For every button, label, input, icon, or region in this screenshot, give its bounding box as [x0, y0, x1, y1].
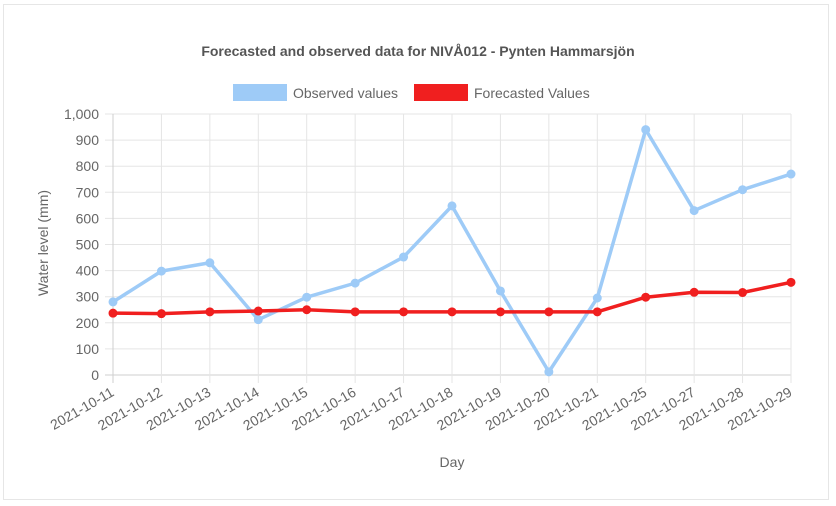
data-point-observed — [205, 258, 215, 268]
data-point-forecasted — [350, 307, 360, 317]
legend-swatch-forecasted — [414, 84, 468, 101]
series-layer — [108, 125, 796, 377]
data-point-observed — [641, 125, 651, 135]
data-point-observed — [544, 367, 554, 377]
chart-title: Forecasted and observed data for NIVÅ012… — [201, 43, 634, 59]
y-tick-label: 900 — [76, 132, 100, 148]
data-point-observed — [592, 293, 602, 303]
y-tick-label: 700 — [76, 184, 100, 200]
legend-label-observed: Observed values — [293, 85, 398, 101]
data-point-forecasted — [689, 287, 699, 297]
legend-item-observed[interactable]: Observed values — [233, 84, 398, 101]
legend[interactable]: Observed values Forecasted Values — [233, 84, 590, 101]
y-tick-label: 500 — [76, 237, 100, 253]
data-point-forecasted — [156, 309, 166, 319]
y-tick-label: 100 — [76, 341, 100, 357]
legend-label-forecasted: Forecasted Values — [474, 85, 590, 101]
y-axis-label: Water level (mm) — [35, 190, 51, 296]
y-axis-ticks: 0 100 200 300 400 500 600 700 800 900 1,000 — [64, 106, 99, 383]
x-axis-ticks: 2021-10-112021-10-122021-10-132021-10-14… — [47, 384, 794, 434]
y-tick-label: 600 — [76, 210, 100, 226]
data-point-observed — [108, 297, 118, 307]
data-point-observed — [302, 292, 312, 302]
data-point-observed — [786, 169, 796, 179]
data-point-observed — [447, 201, 457, 211]
data-point-observed — [495, 286, 505, 296]
data-point-forecasted — [592, 307, 602, 317]
y-tick-label: 0 — [91, 367, 99, 383]
x-axis-label: Day — [440, 454, 465, 470]
data-point-forecasted — [544, 307, 554, 317]
y-tick-label: 1,000 — [64, 106, 99, 122]
data-point-forecasted — [495, 307, 505, 317]
data-point-observed — [399, 252, 409, 262]
data-point-forecasted — [205, 307, 215, 317]
data-point-forecasted — [786, 277, 796, 287]
y-tick-label: 400 — [76, 263, 100, 279]
y-tick-label: 800 — [76, 158, 100, 174]
data-point-observed — [253, 315, 263, 325]
grid — [105, 113, 792, 383]
data-point-observed — [156, 266, 166, 276]
data-point-observed — [738, 185, 748, 195]
data-point-forecasted — [108, 308, 118, 318]
y-tick-label: 300 — [76, 289, 100, 305]
y-tick-label: 200 — [76, 315, 100, 331]
data-point-forecasted — [738, 288, 748, 298]
legend-swatch-observed — [233, 84, 287, 101]
legend-item-forecasted[interactable]: Forecasted Values — [414, 84, 590, 101]
data-point-observed — [350, 278, 360, 288]
data-point-forecasted — [641, 292, 651, 302]
data-point-forecasted — [447, 307, 457, 317]
data-point-forecasted — [253, 306, 263, 316]
data-point-observed — [689, 206, 699, 216]
data-point-forecasted — [399, 307, 409, 317]
data-point-forecasted — [302, 305, 312, 315]
